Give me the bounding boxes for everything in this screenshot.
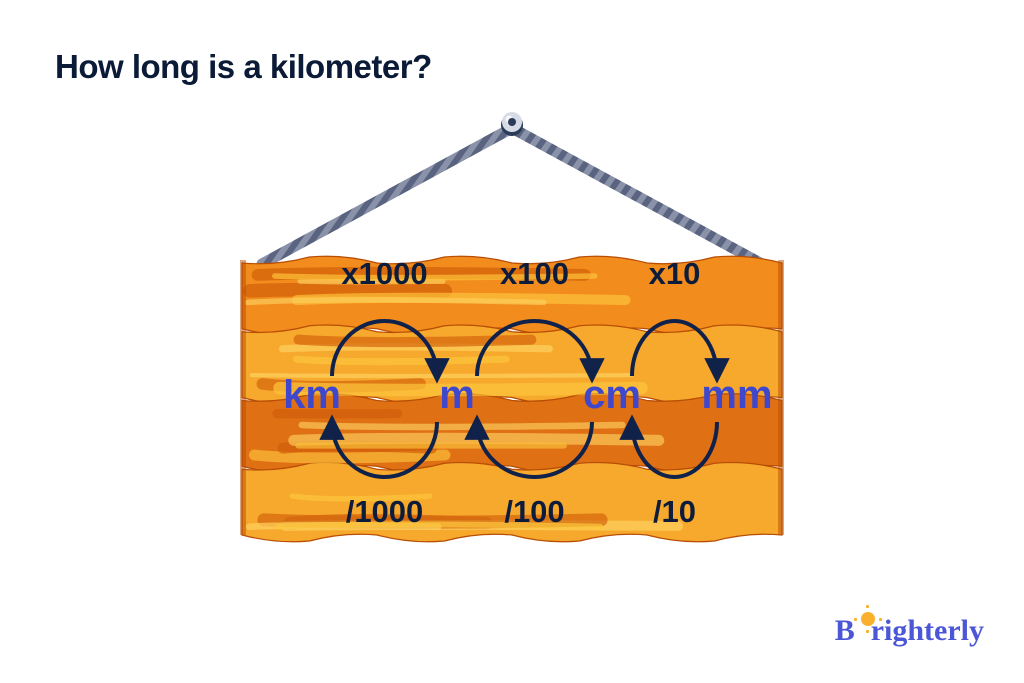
brand-logo: Brighterly [835, 614, 984, 648]
logo-letter-b: B [835, 614, 869, 648]
diagram-stage: x1000 x100 x10/1000/100/10 km m cm mm [202, 110, 822, 585]
backward-op-label: /100 [504, 494, 564, 529]
rope-left [262, 128, 512, 264]
unit-label-cm: cm [583, 373, 641, 417]
sun-icon [861, 612, 875, 626]
forward-op-label: x1000 [341, 256, 427, 291]
unit-label-m: m [439, 373, 475, 417]
conversion-diagram: x1000 x100 x10/1000/100/10 km m cm mm [202, 110, 822, 580]
rope-right [512, 128, 762, 264]
logo-rest: righterly [871, 614, 984, 648]
page-title: How long is a kilometer? [55, 48, 432, 86]
unit-label-km: km [283, 373, 341, 417]
unit-label-mm: mm [701, 373, 772, 417]
forward-op-label: x100 [500, 256, 569, 291]
forward-op-label: x10 [649, 256, 701, 291]
backward-op-label: /1000 [346, 494, 424, 529]
backward-op-label: /10 [653, 494, 696, 529]
